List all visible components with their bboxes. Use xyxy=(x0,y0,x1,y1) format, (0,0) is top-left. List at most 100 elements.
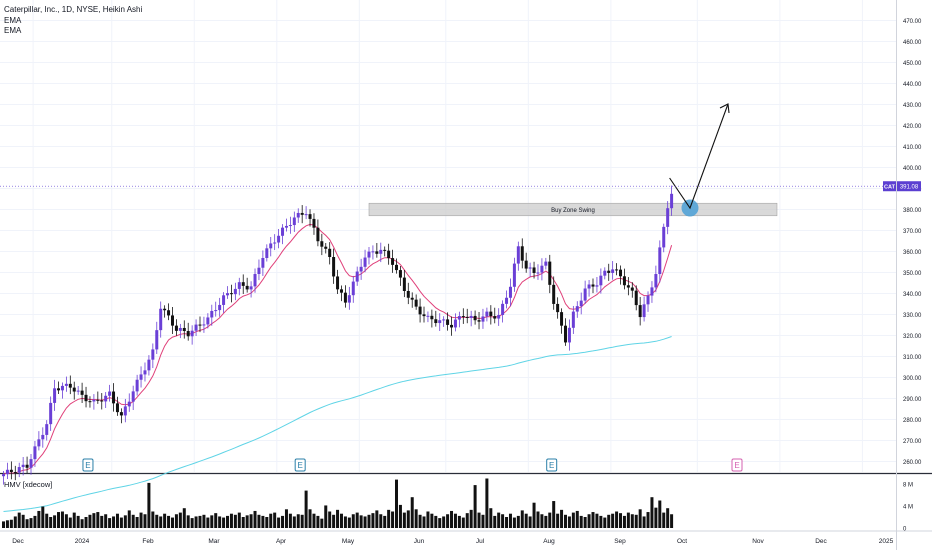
candle-body xyxy=(112,391,116,404)
volume-bar xyxy=(560,509,564,528)
volume-bar xyxy=(599,515,603,528)
volume-bar xyxy=(206,517,210,528)
volume-bar xyxy=(548,512,552,528)
candle-body xyxy=(21,464,25,468)
volume-bar xyxy=(210,515,214,528)
price-tick-label: 380.00 xyxy=(903,208,922,214)
candle-body xyxy=(438,320,442,324)
volume-bar xyxy=(414,509,418,528)
candle-body xyxy=(5,469,9,475)
time-tick-label: Jul xyxy=(476,538,485,545)
candle-body xyxy=(190,330,194,337)
candle-body xyxy=(304,214,308,216)
volume-bar xyxy=(178,512,182,528)
candle-body xyxy=(233,288,237,295)
candle-body xyxy=(591,284,595,287)
volume-bar xyxy=(450,510,454,528)
volume-bar xyxy=(387,509,391,528)
volume-bar xyxy=(619,513,623,528)
volume-bar xyxy=(461,517,465,528)
ema-legend-2[interactable]: EMA xyxy=(4,26,22,35)
candle-body xyxy=(182,327,186,332)
volume-bar xyxy=(60,511,64,528)
candles xyxy=(2,185,674,485)
volume-bar xyxy=(532,502,536,528)
earnings-letter: E xyxy=(549,461,554,470)
candle-body xyxy=(131,391,135,402)
candle-body xyxy=(666,208,670,227)
candle-body xyxy=(92,399,96,402)
candle-body xyxy=(336,276,340,290)
candle-body xyxy=(556,303,560,313)
earnings-letter: E xyxy=(298,461,303,470)
volume-bar xyxy=(402,512,406,528)
volume-bar xyxy=(320,518,324,528)
candle-body xyxy=(237,282,241,289)
chart-legend[interactable]: Caterpillar, Inc., 1D, NYSE, Heikin Ashi… xyxy=(4,5,142,37)
price-tick-label: 330.00 xyxy=(903,313,922,319)
candle-body xyxy=(670,193,674,209)
candle-body xyxy=(446,319,450,325)
price-tick-label: 290.00 xyxy=(903,397,922,403)
volume-bar xyxy=(473,485,477,528)
buy-zone-rect xyxy=(368,202,778,217)
candle-body xyxy=(312,218,316,228)
candle-body xyxy=(457,316,461,320)
price-tick-label: 270.00 xyxy=(903,439,922,445)
volume-bar xyxy=(9,519,13,528)
volume-bar xyxy=(202,514,206,528)
candle-body xyxy=(524,260,528,269)
candle-body xyxy=(512,263,516,287)
price-tick-label: 470.00 xyxy=(903,19,922,25)
candle-body xyxy=(634,290,638,306)
volume-bar xyxy=(516,515,520,528)
volume-bar xyxy=(650,497,654,528)
candle-body xyxy=(520,246,524,261)
candle-body xyxy=(430,315,434,320)
volume-bar xyxy=(465,513,469,528)
volume-bar xyxy=(457,515,461,528)
earnings-letter: E xyxy=(734,461,739,470)
candle-body xyxy=(206,317,210,325)
candle-body xyxy=(434,319,438,324)
candle-body xyxy=(245,285,249,290)
volume-bar xyxy=(49,517,53,528)
volume-bar xyxy=(96,512,100,528)
volume-bar xyxy=(630,514,634,528)
candle-body xyxy=(501,303,505,316)
volume-bar xyxy=(485,478,489,528)
volume-bar xyxy=(108,518,112,528)
volume-bar xyxy=(611,513,615,528)
candle-body xyxy=(583,288,587,301)
symbol-text: CAT xyxy=(884,185,896,191)
volume-bar xyxy=(571,512,575,528)
volume-bar xyxy=(308,509,312,528)
price-value-tag xyxy=(897,181,921,192)
time-tick-label: Oct xyxy=(677,538,687,545)
volume-bar xyxy=(351,514,355,528)
volume-bar xyxy=(300,514,304,528)
volume-bar xyxy=(64,514,68,528)
volume-bar xyxy=(595,513,599,528)
volume-bar xyxy=(505,517,509,528)
volume-bar xyxy=(21,514,25,528)
price-axis[interactable]: 260.00 270.00 280.00 290.00 300.00 310.00 320.… xyxy=(903,19,922,466)
candle-body xyxy=(351,281,355,296)
ema-legend-1[interactable]: EMA xyxy=(4,15,22,25)
candle-body xyxy=(147,359,151,371)
time-axis[interactable]: Dec 2024 Feb Mar Apr May Jun Jul Aug Sep Oct Nov Dec… xyxy=(12,538,893,545)
volume-bar xyxy=(603,517,607,528)
volume-pane-label: HMV [xdecow] xyxy=(4,480,52,489)
volume-bar xyxy=(379,514,383,528)
candle-body xyxy=(13,472,17,474)
volume-bar xyxy=(33,515,37,528)
candle-body xyxy=(339,289,343,293)
candle-body xyxy=(229,293,233,295)
candle-body xyxy=(167,310,171,316)
volume-bar xyxy=(194,516,198,528)
time-tick-label: 2025 xyxy=(879,538,894,545)
volume-bar xyxy=(269,513,273,528)
symbol-title[interactable]: Caterpillar, Inc., 1D, NYSE, Heikin Ashi xyxy=(4,5,143,14)
